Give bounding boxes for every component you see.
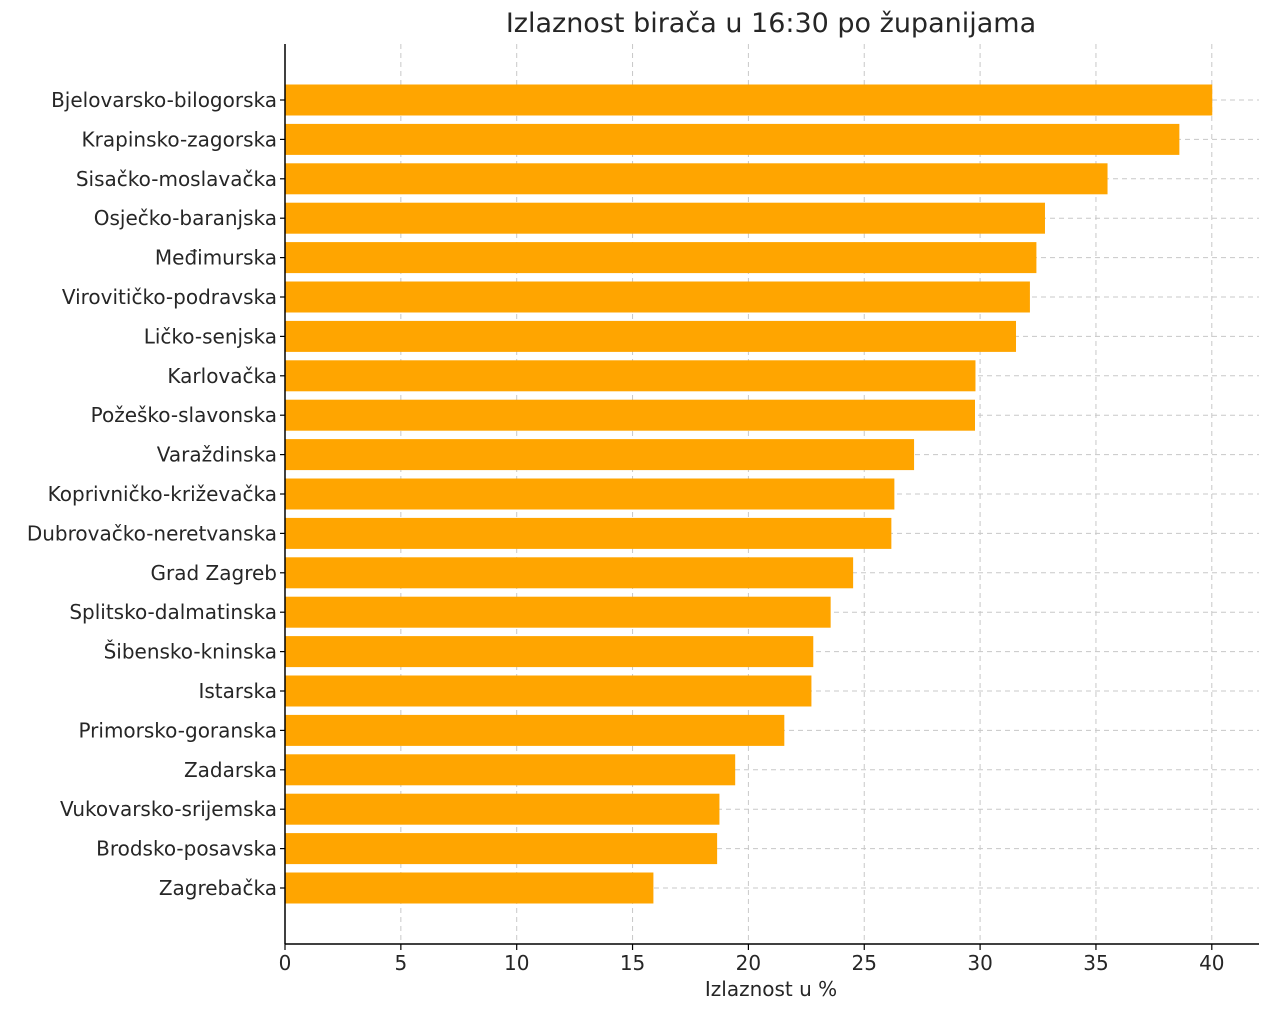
bar <box>285 439 915 471</box>
bar <box>285 123 1180 155</box>
bar <box>285 163 1108 195</box>
category-label: Varaždinska <box>157 443 277 467</box>
category-label: Koprivničko-križevačka <box>48 482 277 506</box>
x-tick-label: 25 <box>852 951 877 975</box>
x-tick-label: 30 <box>967 951 992 975</box>
bar <box>285 517 892 549</box>
x-tick-label: 40 <box>1199 951 1224 975</box>
x-tick-label: 5 <box>394 951 407 975</box>
bar <box>285 636 814 668</box>
category-label: Splitsko-dalmatinska <box>69 600 277 624</box>
x-tick-label: 10 <box>504 951 529 975</box>
category-label: Šibensko-kninska <box>104 640 277 664</box>
x-tick-label: 20 <box>736 951 761 975</box>
category-label: Međimurska <box>155 246 277 270</box>
x-tick-label: 35 <box>1083 951 1108 975</box>
category-label: Osječko-baranjska <box>94 206 277 230</box>
category-label: Grad Zagreb <box>151 561 277 585</box>
bar <box>285 596 831 628</box>
bar <box>285 675 812 707</box>
bars <box>285 84 1213 904</box>
category-label: Brodsko-posavska <box>96 837 277 861</box>
bar <box>285 202 1045 234</box>
bar <box>285 399 976 431</box>
category-label: Dubrovačko-neretvanska <box>27 521 277 545</box>
category-label: Ličko-senjska <box>144 324 277 348</box>
category-label: Istarska <box>198 679 277 703</box>
category-label: Krapinsko-zagorska <box>82 127 277 151</box>
category-label: Požeško-slavonska <box>91 403 277 427</box>
bar <box>285 281 1030 313</box>
chart-title: Izlaznost birača u 16:30 po županijama <box>506 8 1036 39</box>
category-label: Primorsko-goranska <box>78 718 277 742</box>
category-label: Karlovačka <box>167 364 277 388</box>
category-label: Zadarska <box>184 758 277 782</box>
bar <box>285 320 1017 352</box>
x-tick-label: 15 <box>620 951 645 975</box>
bar <box>285 754 736 786</box>
category-label: Vukovarsko-srijemska <box>60 797 277 821</box>
bar <box>285 84 1213 116</box>
bar <box>285 833 718 865</box>
category-label: Bjelovarsko-bilogorska <box>51 88 277 112</box>
bar <box>285 872 654 904</box>
bar <box>285 242 1037 274</box>
bar <box>285 714 785 746</box>
bar <box>285 360 976 392</box>
bar <box>285 793 720 825</box>
bar <box>285 557 854 589</box>
x-ticks: 0 5 10 15 20 25 30 35 40 <box>279 99 1225 975</box>
category-labels: Bjelovarsko-bilogorska Krapinsko-zagorska… <box>27 88 277 900</box>
category-label: Zagrebačka <box>159 876 277 900</box>
bar <box>285 478 895 510</box>
category-label: Sisačko-moslavačka <box>76 167 277 191</box>
category-label: Virovitičko-podravska <box>62 285 277 309</box>
x-axis-title: Izlaznost u % <box>705 977 837 1001</box>
x-tick-label: 0 <box>279 951 292 975</box>
